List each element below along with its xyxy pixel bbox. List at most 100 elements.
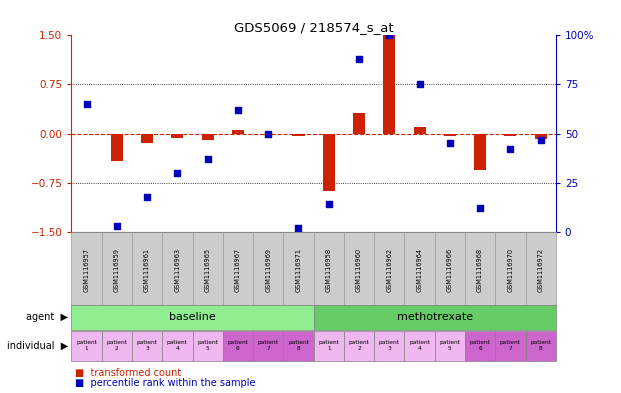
Bar (132, 331, 162, 361)
Text: GSM1116967: GSM1116967 (235, 248, 241, 292)
Bar (253, 331, 283, 361)
Bar (374, 331, 404, 361)
Point (112, 223, 122, 229)
Bar (283, 232, 314, 305)
Text: patient
1: patient 1 (319, 340, 339, 351)
Text: patient
6: patient 6 (469, 340, 491, 351)
Bar (171, 134, 183, 138)
Text: GSM1116971: GSM1116971 (296, 248, 301, 292)
Point (536, 136, 546, 143)
Bar (314, 331, 344, 361)
Bar (504, 134, 517, 136)
Text: patient
3: patient 3 (137, 340, 158, 351)
Text: GSM1116959: GSM1116959 (114, 248, 120, 292)
Point (202, 156, 212, 162)
Bar (71, 305, 314, 330)
Bar (495, 331, 525, 361)
Text: GSM1116966: GSM1116966 (447, 248, 453, 292)
Text: GSM1116958: GSM1116958 (326, 248, 332, 292)
Text: GSM1116969: GSM1116969 (265, 248, 271, 292)
Bar (262, 134, 274, 135)
Bar (132, 232, 162, 305)
Bar (223, 232, 253, 305)
Text: patient
5: patient 5 (197, 340, 218, 351)
Bar (414, 127, 425, 134)
Point (354, 56, 364, 62)
Point (384, 32, 394, 39)
Text: GSM1116968: GSM1116968 (477, 248, 483, 292)
Text: GSM1116964: GSM1116964 (417, 248, 422, 292)
Bar (102, 331, 132, 361)
Text: individual  ▶: individual ▶ (7, 341, 68, 351)
Text: patient
5: patient 5 (440, 340, 460, 351)
Text: patient
2: patient 2 (348, 340, 369, 351)
Bar (223, 331, 253, 361)
Text: GSM1116965: GSM1116965 (205, 248, 211, 292)
Bar (535, 134, 546, 139)
Point (142, 193, 152, 200)
Bar (465, 331, 495, 361)
Bar (71, 232, 102, 305)
Bar (374, 232, 404, 305)
Point (324, 201, 333, 208)
Bar (525, 331, 556, 361)
Bar (404, 331, 435, 361)
Bar (525, 232, 556, 305)
Point (263, 130, 273, 137)
Bar (344, 232, 374, 305)
Text: patient
8: patient 8 (288, 340, 309, 351)
Text: GSM1116970: GSM1116970 (507, 248, 514, 292)
Point (505, 146, 515, 152)
Text: patient
1: patient 1 (76, 340, 97, 351)
Bar (474, 134, 486, 170)
Bar (71, 331, 102, 361)
Text: GSM1116957: GSM1116957 (84, 248, 89, 292)
Bar (141, 134, 153, 143)
Bar (102, 232, 132, 305)
Point (415, 81, 425, 88)
Text: baseline: baseline (169, 312, 216, 322)
Text: ■  percentile rank within the sample: ■ percentile rank within the sample (75, 378, 255, 388)
Text: GSM1116972: GSM1116972 (538, 248, 543, 292)
Bar (435, 331, 465, 361)
Bar (283, 331, 314, 361)
Bar (314, 232, 344, 305)
Bar (404, 232, 435, 305)
Bar (344, 331, 374, 361)
Text: patient
3: patient 3 (379, 340, 400, 351)
Point (173, 170, 183, 176)
Text: patient
6: patient 6 (227, 340, 248, 351)
Bar (292, 134, 304, 136)
Bar (193, 232, 223, 305)
Text: GSM1116960: GSM1116960 (356, 248, 362, 292)
Point (294, 225, 304, 231)
Bar (444, 134, 456, 136)
Bar (162, 232, 193, 305)
Text: patient
4: patient 4 (167, 340, 188, 351)
Bar (323, 134, 335, 191)
Point (233, 107, 243, 113)
Bar (202, 134, 214, 140)
Text: patient
7: patient 7 (258, 340, 279, 351)
Text: GSM1116961: GSM1116961 (144, 248, 150, 292)
Bar (314, 305, 556, 330)
Point (445, 140, 455, 147)
Bar (193, 331, 223, 361)
Bar (232, 130, 244, 134)
Bar (435, 232, 465, 305)
Text: GSM1116962: GSM1116962 (386, 248, 392, 292)
Text: patient
2: patient 2 (106, 340, 127, 351)
Bar (495, 232, 525, 305)
Bar (465, 232, 495, 305)
Point (81, 101, 91, 107)
Point (475, 205, 485, 211)
Title: GDS5069 / 218574_s_at: GDS5069 / 218574_s_at (233, 21, 394, 34)
Text: patient
7: patient 7 (500, 340, 521, 351)
Text: GSM1116963: GSM1116963 (175, 248, 180, 292)
Text: ■  transformed count: ■ transformed count (75, 368, 181, 378)
Bar (111, 134, 123, 161)
Bar (353, 113, 365, 134)
Text: agent  ▶: agent ▶ (26, 312, 68, 322)
Text: patient
8: patient 8 (530, 340, 551, 351)
Text: patient
4: patient 4 (409, 340, 430, 351)
